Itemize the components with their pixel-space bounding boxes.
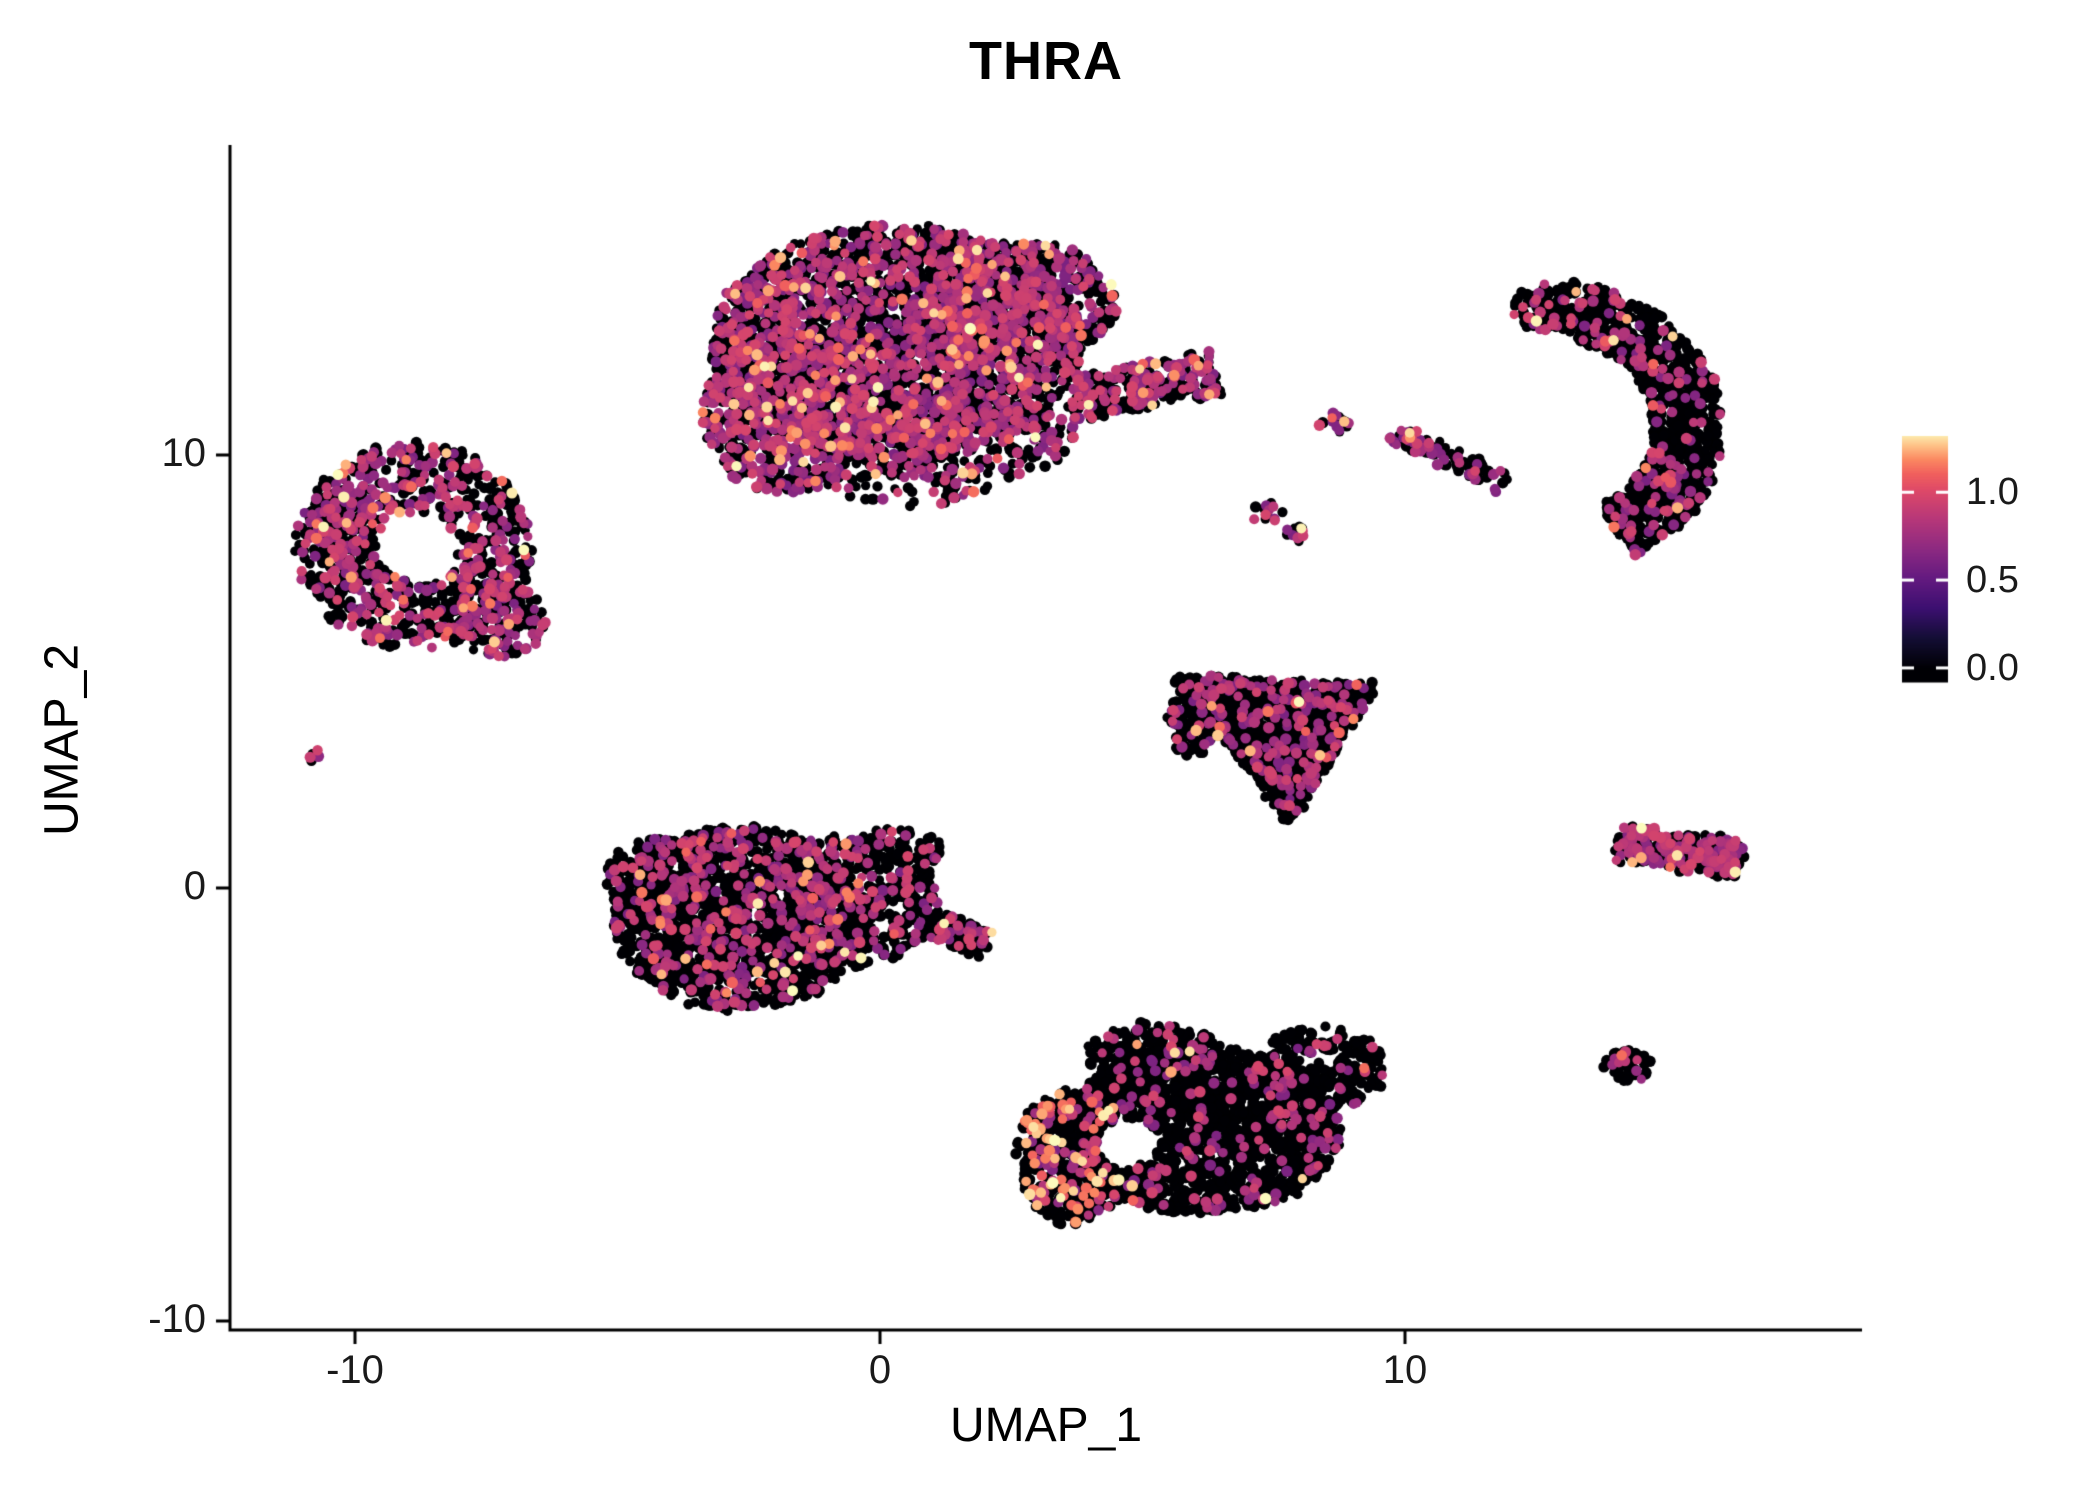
x-axis-label: UMAP_1 [949,1399,1143,1452]
x-tick-label-2: 10 [1382,1348,1428,1392]
y-axis-label: UMAP_2 [35,643,89,837]
x-tick-label-0: -10 [326,1348,384,1392]
x-tick-label-1: 0 [868,1348,892,1392]
y-tick-label-1: 0 [183,864,206,908]
y-tick-label-2: -10 [148,1297,206,1341]
y-tick-label-0: 10 [161,431,207,475]
legend-tick-label-0: 1.0 [1966,471,2019,514]
plot-title: THRA [969,31,1123,91]
legend-tick-label-2: 0.0 [1966,646,2019,689]
legend-tick-label-1: 0.5 [1966,559,2019,602]
